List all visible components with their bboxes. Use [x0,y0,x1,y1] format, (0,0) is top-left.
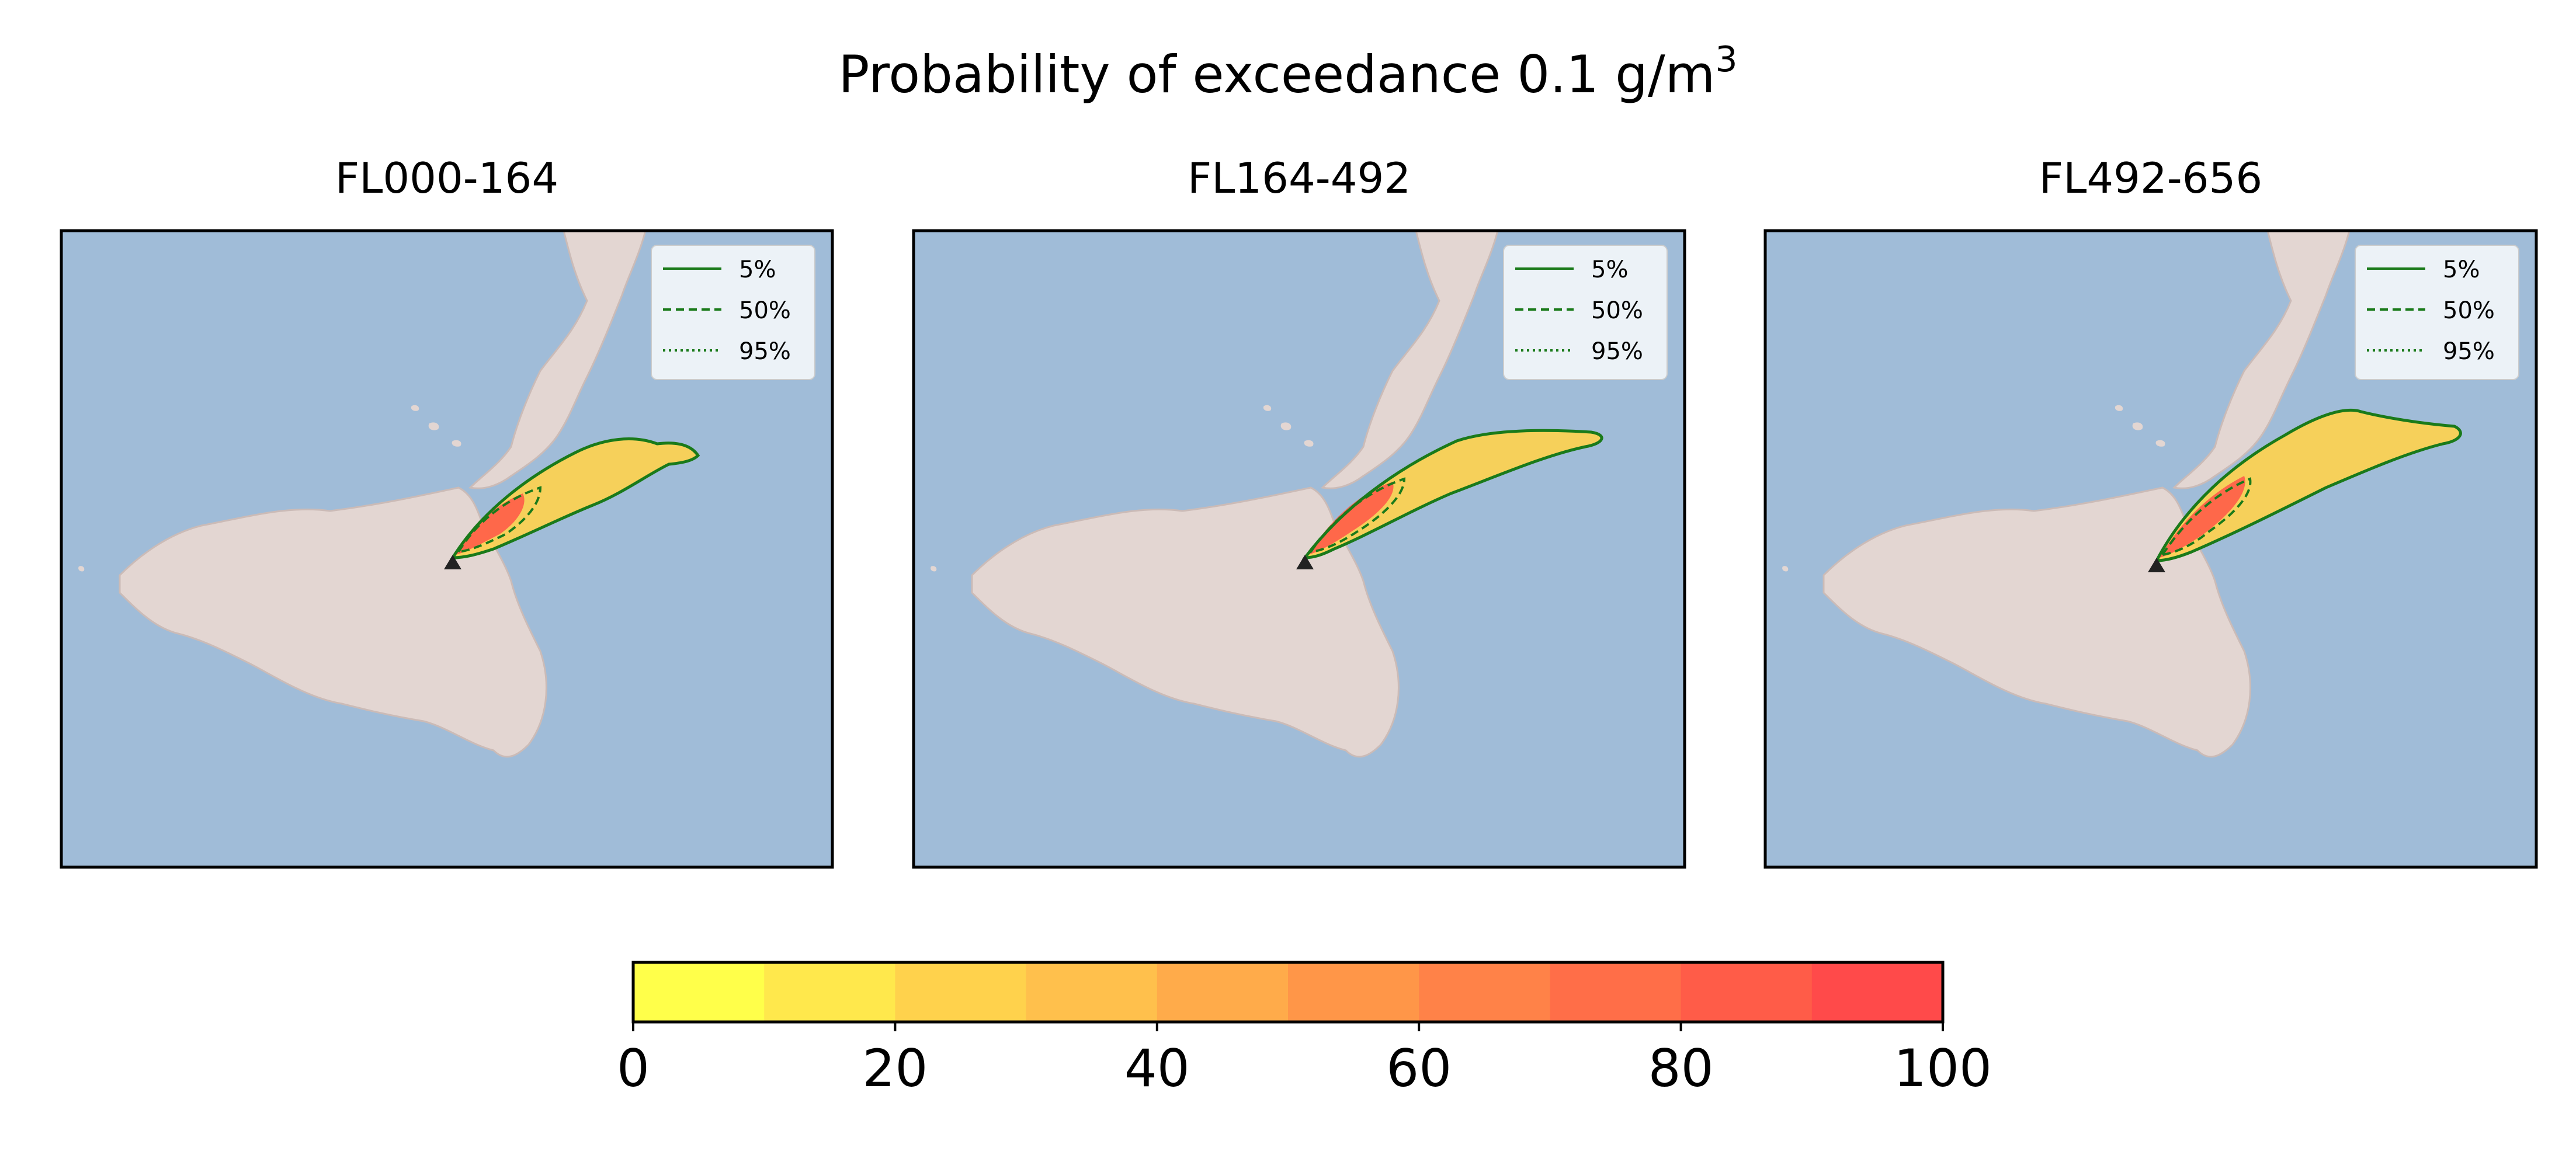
vent-marker [444,555,461,569]
panel-frame [1763,229,2538,869]
legend-box [1503,245,1668,380]
map-panel-1: FL000-164 5% 50% 95% [60,154,834,869]
legend: 5% 50% 95% [651,245,815,380]
colorbar-segment [633,962,765,1022]
colorbar-ticks: 0 20 40 60 80 100 [617,1022,1992,1098]
legend-label: 95% [2443,338,2495,365]
colorbar-segment [1288,962,1419,1022]
colorbar-segment [1157,962,1289,1022]
figure-title: Probability of exceedance 0.1 g/m3 [838,39,1737,105]
colorbar-tick-label: 0 [617,1038,650,1098]
panel-title-1: FL000-164 [335,154,558,203]
colorbar-segment [1026,962,1158,1022]
plume-fill-high [2160,476,2245,558]
colorbar-tick-label: 80 [1648,1038,1714,1098]
colorbar-tick-label: 40 [1124,1038,1190,1098]
legend-label: 50% [1591,297,1643,324]
colorbar-segment [1550,962,1682,1022]
contour-5-percent [450,437,700,559]
panel-title-2: FL164-492 [1188,154,1411,203]
contour-50-percent [456,486,542,554]
legend-box [651,245,815,380]
colorbar: 0 20 40 60 80 100 [617,961,1992,1098]
legend-label: 95% [1591,338,1643,365]
vent-marker [1296,555,1314,569]
colorbar-frame [631,961,1945,1024]
colorbar-segment [764,962,895,1022]
panel-frame [60,229,834,869]
colorbar-tick-label: 100 [1894,1038,1992,1098]
legend-label: 5% [2443,256,2480,283]
colorbar-segments [633,962,1943,1022]
plume-fill-low [1305,430,1602,558]
map-panel-3: FL492-656 5% 50% 95% [1763,154,2538,869]
contour-5-percent [1301,429,1603,559]
figure-title-superscript: 3 [1715,39,1737,80]
legend-label: 5% [1591,256,1628,283]
legend-label: 5% [739,256,776,283]
panel-frame [912,229,1686,869]
legend: 5% 50% 95% [1503,245,1668,380]
contour-50-percent [2160,477,2252,557]
panel-title-3: FL492-656 [2039,154,2262,203]
legend-box [2355,245,2519,380]
map-panel-2: FL164-492 5% 50% 95% [912,154,1686,869]
legend-label: 50% [739,297,791,324]
legend: 5% 50% 95% [2355,245,2519,380]
colorbar-tick-label: 20 [862,1038,928,1098]
plume-fill-high [456,493,525,555]
colorbar-segment [895,962,1027,1022]
plume-fill-high [1308,482,1394,555]
colorbar-segment [1811,962,1943,1022]
legend-label: 95% [739,338,791,365]
legend-label: 50% [2443,297,2495,324]
plume-fill-low [2157,410,2461,561]
colorbar-segment [1681,962,1813,1022]
colorbar-tick-label: 60 [1386,1038,1452,1098]
vent-marker [2148,558,2165,572]
figure-title-text: Probability of exceedance 0.1 g/m [838,44,1715,105]
colorbar-segment [1419,962,1550,1022]
contour-5-percent [2154,408,2462,562]
